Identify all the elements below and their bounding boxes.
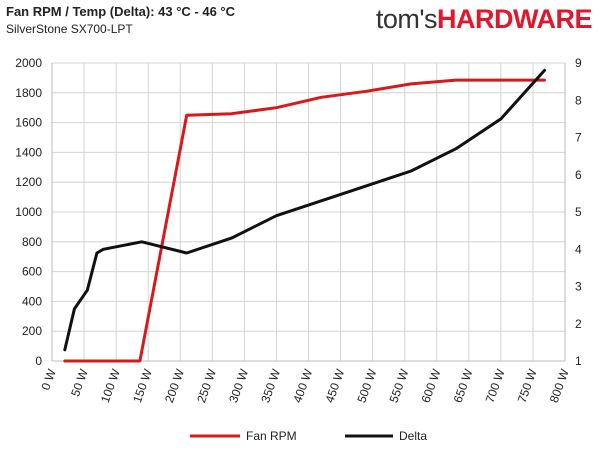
chart-series <box>63 68 546 363</box>
x-tick-label: 350 W <box>258 367 283 405</box>
x-tick-label: 50 W <box>68 367 91 399</box>
chart-grid <box>52 62 566 361</box>
x-tick-label: 100 W <box>98 367 123 405</box>
x-tick-label: 700 W <box>483 367 508 405</box>
y-tick-label: 1800 <box>15 86 42 100</box>
y2-tick-label: 8 <box>575 93 582 107</box>
legend-label-fan-rpm: Fan RPM <box>246 429 297 443</box>
y-tick-label: 1400 <box>15 145 42 159</box>
series-line-delta <box>63 68 546 352</box>
y2-tick-label: 1 <box>575 354 582 368</box>
x-tick-label: 500 W <box>354 367 379 405</box>
y-tick-label: 200 <box>22 324 42 338</box>
y2-tick-label: 9 <box>575 56 582 70</box>
y-tick-label: 400 <box>22 294 42 308</box>
y-tick-label: 600 <box>22 265 42 279</box>
y-tick-label: 1600 <box>15 116 42 130</box>
x-tick-label: 550 W <box>386 367 411 405</box>
x-tick-label: 0 W <box>38 367 59 392</box>
x-tick-label: 600 W <box>419 367 444 405</box>
x-tick-label: 800 W <box>547 367 572 405</box>
x-tick-label: 300 W <box>226 367 251 405</box>
x-tick-label: 250 W <box>194 367 219 405</box>
chart-legend: Fan RPM Delta <box>190 429 427 443</box>
legend-label-delta: Delta <box>399 429 427 443</box>
y2-tick-label: 2 <box>575 317 582 331</box>
y-tick-label: 1200 <box>15 175 42 189</box>
y-axis-right-ticks: 1 2 3 4 5 6 7 8 9 <box>575 56 582 368</box>
x-tick-label: 400 W <box>290 367 315 405</box>
x-tick-label: 150 W <box>130 367 155 405</box>
y-axis-left-ticks: 0 200 400 600 800 1000 1200 1400 1600 1800 2000 <box>15 56 42 368</box>
y2-tick-label: 5 <box>575 205 582 219</box>
y2-tick-label: 4 <box>575 242 582 256</box>
x-axis-ticks: 0 W 50 W 100 W 150 W 200 W 250 W 300 W 350 W 400… <box>38 367 572 405</box>
y-tick-label: 2000 <box>15 56 42 70</box>
x-tick-label: 650 W <box>451 367 476 405</box>
brand-logo-part1: tom's <box>375 4 438 34</box>
y-tick-label: 1000 <box>15 205 42 219</box>
y-tick-label: 0 <box>35 354 42 368</box>
y2-tick-label: 3 <box>575 280 582 294</box>
y-tick-label: 800 <box>22 235 42 249</box>
x-tick-label: 200 W <box>162 367 187 405</box>
brand-logo-part2: HARDWARE <box>437 4 593 34</box>
y2-tick-label: 6 <box>575 168 582 182</box>
y2-tick-label: 7 <box>575 131 582 145</box>
chart-subtitle: SilverStone SX700-LPT <box>6 22 133 36</box>
chart-title: Fan RPM / Temp (Delta): 43 °C - 46 °C <box>6 4 236 19</box>
series-line-fan-rpm <box>63 78 546 363</box>
brand-logo: tom'sHARDWARE <box>375 2 593 36</box>
x-tick-label: 450 W <box>322 367 347 405</box>
x-tick-label: 750 W <box>515 367 540 405</box>
